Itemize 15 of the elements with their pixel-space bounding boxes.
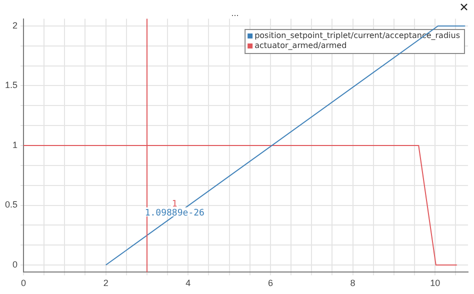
y-tick-label: 2	[12, 20, 18, 30]
x-tick-label: 8	[350, 278, 356, 288]
y-tick-label: 1.5	[4, 80, 18, 90]
annotation: 1	[172, 199, 178, 210]
x-tick-label: 4	[186, 278, 191, 288]
x-tick-label: 2	[103, 278, 108, 288]
annotation: 1.09889e-26	[144, 208, 204, 218]
x-tick-label: 10	[430, 278, 440, 288]
x-tick-label: 6	[268, 278, 273, 288]
y-tick-label: 1	[12, 140, 18, 150]
legend-label: actuator_armed/armed	[254, 41, 347, 50]
chart-title: ...	[231, 8, 239, 18]
y-tick-label: 0.5	[4, 200, 18, 210]
x-tick-label: 0	[21, 278, 26, 288]
y-tick-label: 0	[12, 260, 18, 270]
